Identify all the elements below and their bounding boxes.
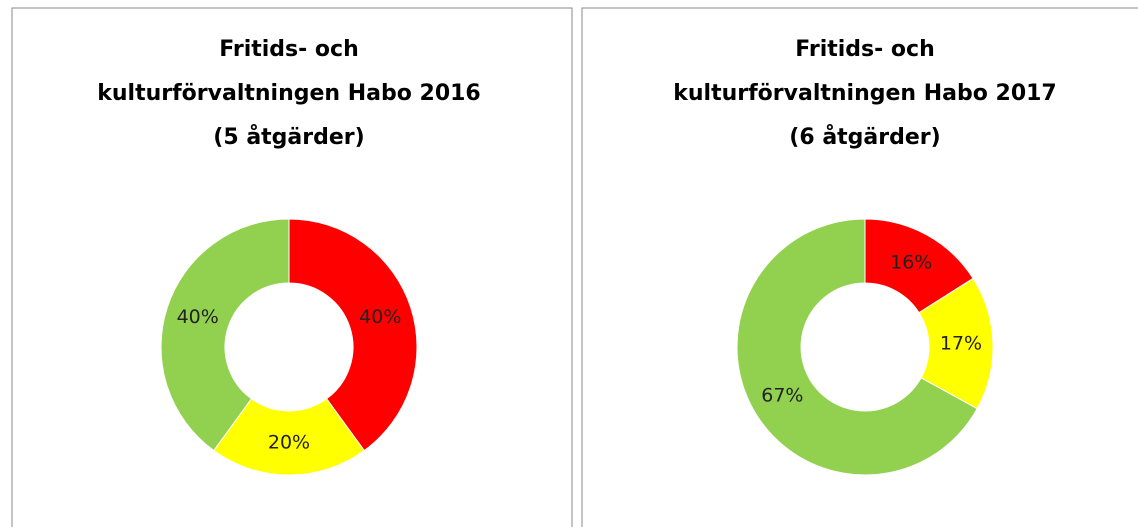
donut-slice xyxy=(736,218,978,476)
data-label: 16% xyxy=(890,251,932,273)
data-label: 40% xyxy=(359,306,401,328)
donut-slice xyxy=(213,398,365,476)
donut-slice xyxy=(160,218,290,452)
chart-title: (5 åtgärder) xyxy=(213,124,364,150)
chart-title: Fritids- och xyxy=(795,37,935,62)
chart-title: kulturförvaltningen Habo 2016 xyxy=(97,81,481,106)
chart-title: kulturförvaltningen Habo 2017 xyxy=(673,81,1057,106)
donut-slice xyxy=(288,218,418,452)
chart-title: Fritids- och xyxy=(219,37,359,62)
data-label: 40% xyxy=(177,306,219,328)
data-label: 67% xyxy=(761,384,803,406)
data-label: 17% xyxy=(940,332,982,354)
chart-title: (6 åtgärder) xyxy=(789,124,940,150)
data-label: 20% xyxy=(268,432,310,454)
